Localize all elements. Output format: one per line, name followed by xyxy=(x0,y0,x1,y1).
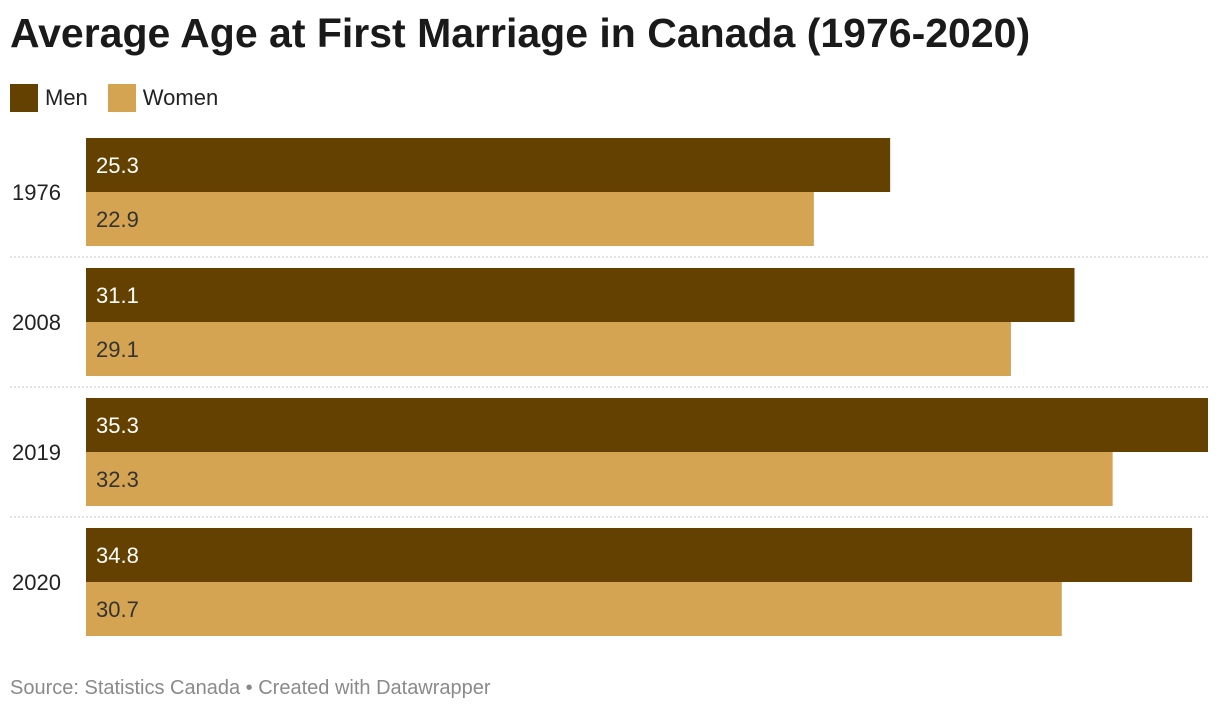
bar-women-1976 xyxy=(86,192,814,246)
data-label-women-2020: 30.7 xyxy=(96,597,139,622)
data-label-men-2008: 31.1 xyxy=(96,283,139,308)
category-label-2020: 2020 xyxy=(12,570,61,595)
data-label-men-2020: 34.8 xyxy=(96,543,139,568)
bar-men-2020 xyxy=(86,528,1193,582)
bar-men-2019 xyxy=(86,398,1208,452)
bar-women-2020 xyxy=(86,582,1062,636)
legend-item-women: Women xyxy=(107,84,219,112)
bar-men-2008 xyxy=(86,268,1075,322)
category-label-2019: 2019 xyxy=(12,440,61,465)
bar-women-2019 xyxy=(86,452,1113,506)
bar-men-1976 xyxy=(86,138,891,192)
legend-item-men: Men xyxy=(10,84,88,112)
chart-title: Average Age at First Marriage in Canada … xyxy=(10,10,1031,56)
data-label-women-2019: 32.3 xyxy=(96,467,139,492)
data-label-women-1976: 22.9 xyxy=(96,207,139,232)
bar-chart: 1976 25.3 22.9 2008 31.1 29.1 2019 35.3 32.3 2020… xyxy=(10,138,1208,636)
data-label-women-2008: 29.1 xyxy=(96,337,139,362)
legend-label-women: Women xyxy=(142,85,219,110)
category-label-1976: 1976 xyxy=(12,180,61,205)
source-note: Source: Statistics Canada • Created with… xyxy=(10,677,491,699)
chart-legend: Men Women xyxy=(10,84,238,112)
legend-swatch-women xyxy=(107,84,136,112)
legend-swatch-men xyxy=(10,84,38,112)
data-label-men-1976: 25.3 xyxy=(96,153,139,178)
legend-label-men: Men xyxy=(45,85,88,110)
category-label-2008: 2008 xyxy=(12,310,61,335)
bar-women-2008 xyxy=(86,322,1011,376)
data-label-men-2019: 35.3 xyxy=(96,413,139,438)
